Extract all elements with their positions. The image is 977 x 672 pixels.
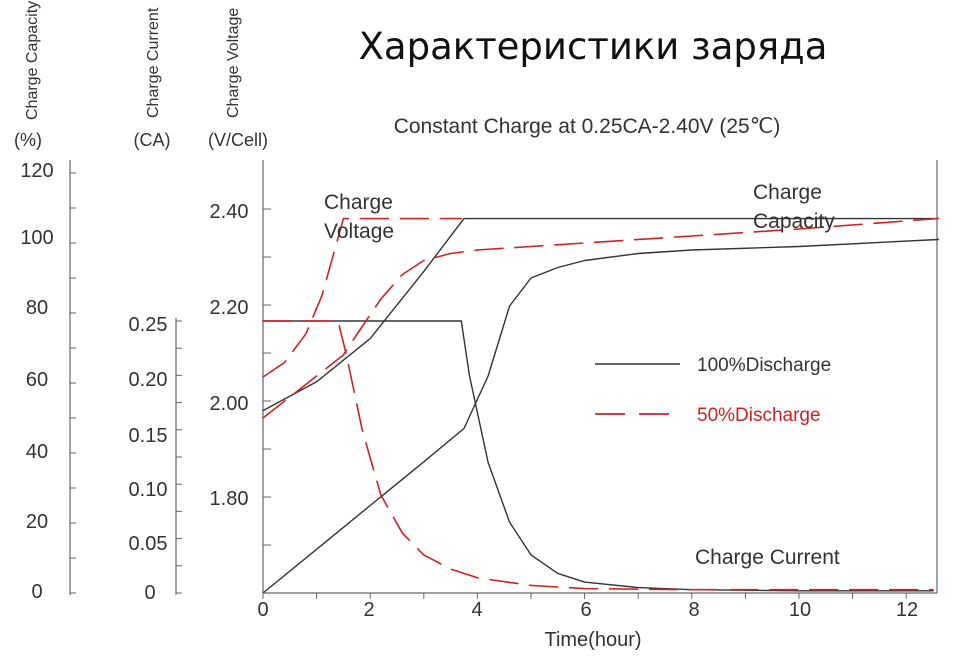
voltage-tick: 2.00 [210, 393, 249, 415]
current-axis-label: Charge Current [145, 7, 162, 118]
legend-label-100: 100%Discharge [697, 355, 831, 376]
series-line-capacity-50 [262, 217, 940, 419]
legend: 100%Discharge 50%Discharge [595, 355, 831, 426]
voltage-tick: 2.40 [210, 201, 249, 223]
current-tick: 0.05 [129, 533, 168, 555]
x-tick: 8 [688, 599, 699, 621]
capacity-axis-label: Charge Capacity [24, 1, 41, 120]
x-tick: 0 [257, 599, 268, 621]
capacity-tick: 40 [26, 441, 48, 463]
current-tick: 0.15 [129, 425, 168, 447]
capacity-tick: 20 [26, 511, 48, 533]
series-line-capacity-100 [262, 238, 940, 594]
capacity-tick: 0 [31, 581, 42, 603]
voltage-axis-label: Charge Voltage [225, 8, 242, 118]
voltage-axis-title: Charge Voltage [225, 8, 242, 118]
voltage-axis-unit: (V/Cell) [208, 130, 268, 150]
current-tick: 0.20 [129, 369, 168, 391]
series-line-voltage-100 [262, 217, 940, 412]
current-axis-title: Charge Current [145, 7, 162, 118]
voltage-tick: 2.20 [210, 297, 249, 319]
capacity-annotation-line1: Charge [753, 181, 822, 204]
capacity-annotation-line2: Capacity [753, 210, 835, 233]
legend-label-50: 50%Discharge [697, 405, 821, 426]
tick-mark-layer [70, 172, 907, 599]
voltage-tick: 1.80 [210, 488, 249, 510]
voltage-annotation-line2: Voltage [324, 220, 394, 243]
series-line-current-50 [262, 320, 934, 591]
x-tick: 10 [789, 599, 811, 621]
capacity-tick: 100 [20, 227, 53, 249]
x-tick: 12 [896, 599, 918, 621]
voltage-annotation-line1: Charge [324, 191, 393, 214]
current-tick: 0.10 [129, 479, 168, 501]
x-tick: 4 [471, 599, 482, 621]
current-tick: 0.25 [129, 314, 168, 336]
x-axis-label: Time(hour) [544, 629, 641, 651]
series-line-voltage-50 [262, 217, 463, 378]
current-annotation: Charge Current [695, 546, 840, 569]
current-tick: 0 [144, 582, 155, 604]
x-tick: 2 [363, 599, 374, 621]
capacity-tick: 80 [26, 297, 48, 319]
current-axis-unit: (CA) [134, 130, 171, 150]
capacity-axis-unit: (%) [14, 130, 42, 150]
x-tick: 6 [580, 599, 591, 621]
capacity-axis-title: Charge Capacity [24, 1, 41, 120]
capacity-tick: 60 [26, 369, 48, 391]
chart-title: Характеристики заряда [359, 25, 828, 68]
chart-subtitle: Constant Charge at 0.25CA-2.40V (25℃) [394, 115, 781, 138]
capacity-tick: 120 [20, 160, 53, 182]
series-layer [262, 217, 940, 594]
